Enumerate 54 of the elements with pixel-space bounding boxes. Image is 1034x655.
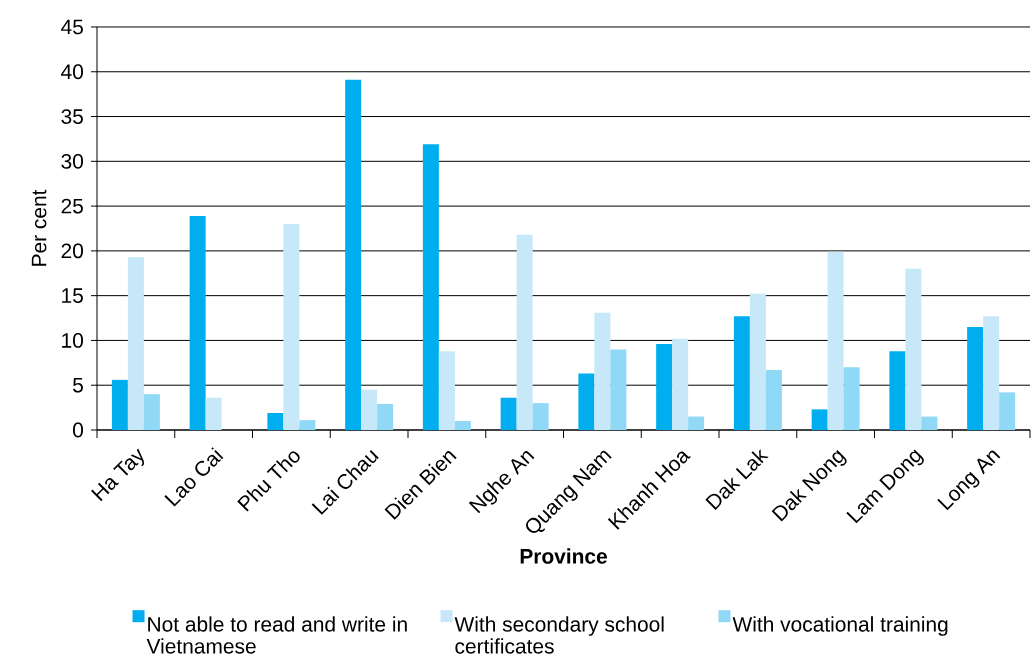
bar — [688, 416, 705, 430]
bar — [749, 293, 766, 430]
y-tick-label: 0 — [73, 422, 84, 438]
y-tick-label: 45 — [61, 19, 83, 35]
bar — [733, 316, 750, 430]
x-tick-label: Phu Tho — [237, 451, 300, 512]
legend-label: Not able to read and write in Vietnamese — [146, 616, 407, 654]
bar — [438, 351, 455, 430]
y-tick-label: 10 — [62, 333, 84, 348]
bar — [205, 397, 222, 430]
bar — [578, 373, 595, 430]
bar — [361, 389, 378, 430]
bar — [127, 257, 144, 430]
y-tick-label: 40 — [61, 64, 84, 80]
bar — [921, 416, 938, 430]
bar — [189, 215, 206, 430]
bar — [672, 338, 689, 430]
bar — [500, 397, 517, 430]
bar — [111, 379, 128, 430]
y-axis-title: Per cent — [31, 189, 47, 266]
bar — [656, 344, 673, 430]
y-tick-label: 15 — [62, 288, 83, 303]
bar — [143, 394, 160, 430]
legend-label: With vocational training — [732, 616, 948, 636]
bar — [594, 312, 611, 430]
bar — [827, 251, 844, 430]
bar — [843, 367, 860, 430]
bar — [422, 144, 439, 430]
y-tick-label: 35 — [61, 109, 83, 124]
x-tick-label: Ha Tay — [91, 448, 145, 502]
y-tick-label: 20 — [61, 243, 84, 259]
bar — [454, 421, 471, 430]
bar — [889, 351, 906, 430]
bar — [999, 392, 1016, 430]
bar — [516, 234, 533, 430]
bar — [983, 316, 1000, 430]
y-tick-label: 30 — [61, 153, 84, 169]
bar — [765, 369, 782, 430]
bar — [905, 268, 922, 430]
bar — [967, 327, 984, 430]
x-axis-title: Province — [520, 548, 607, 564]
x-tick-label: Lao Cai — [164, 447, 224, 507]
y-tick-label: 5 — [73, 377, 83, 393]
bar — [345, 79, 362, 430]
bar — [283, 224, 300, 430]
y-tick-label: 25 — [61, 198, 83, 214]
bar — [811, 409, 828, 430]
bar — [610, 349, 627, 430]
bar — [267, 412, 284, 430]
bar — [377, 404, 394, 430]
bar — [299, 420, 316, 430]
bar — [532, 403, 549, 430]
x-tick-label: Dak Lak — [705, 449, 769, 510]
legend-label: With secondary school certificates — [454, 616, 664, 654]
